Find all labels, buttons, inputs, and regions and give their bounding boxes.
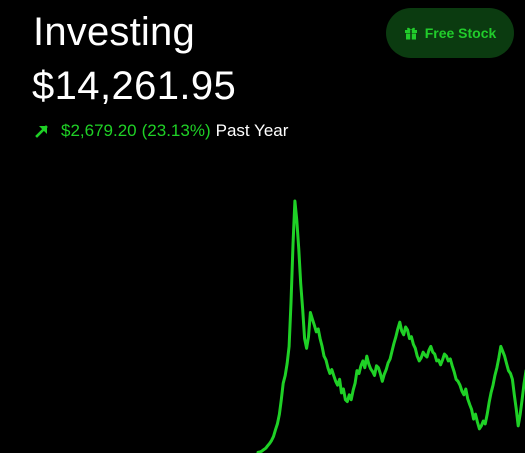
change-period: Past Year <box>215 121 289 140</box>
portfolio-balance: $14,261.95 <box>32 64 237 108</box>
free-stock-button[interactable]: Free Stock <box>386 8 514 58</box>
arrow-up-right-icon <box>34 123 50 139</box>
change-row: $2,679.20 (23.13%) Past Year <box>34 120 288 142</box>
free-stock-label: Free Stock <box>424 25 497 41</box>
chart-series-line <box>256 199 525 453</box>
change-percent: (23.13%) <box>141 121 211 140</box>
change-amount: $2,679.20 <box>61 121 137 140</box>
gift-icon <box>404 26 418 40</box>
page-title: Investing <box>33 10 195 54</box>
